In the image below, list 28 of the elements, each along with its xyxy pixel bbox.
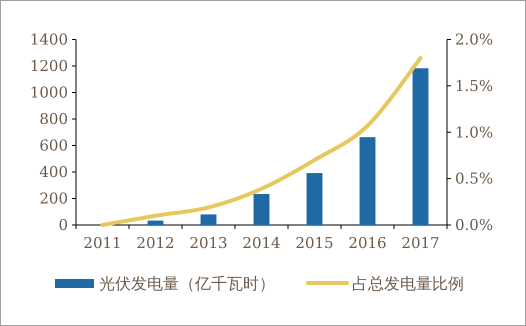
legend-label: 占总发电量比例	[352, 274, 464, 293]
bar	[254, 194, 270, 225]
bar	[306, 173, 322, 225]
x-tick-label: 2015	[295, 234, 334, 252]
bar	[412, 68, 428, 225]
y-tick-label: 600	[39, 136, 68, 154]
x-tick-label: 2017	[401, 234, 440, 252]
bar	[360, 137, 376, 225]
x-tick-label: 2013	[189, 234, 228, 252]
y-tick-label: 0	[58, 216, 68, 234]
y-tick-label: 1200	[30, 57, 68, 75]
x-tick-label: 2012	[136, 234, 175, 252]
y2-tick-label: 0.5%	[455, 170, 494, 188]
x-tick-label: 2016	[348, 234, 387, 252]
y2-tick-label: 2.0%	[455, 30, 494, 48]
y2-tick-label: 1.5%	[455, 76, 494, 95]
bar	[200, 214, 216, 225]
y-tick-label: 400	[39, 163, 68, 181]
x-tick-label: 2014	[242, 234, 281, 252]
y2-tick-label: 1.0%	[455, 123, 494, 142]
y-tick-label: 1400	[30, 30, 68, 48]
x-tick-label: 2011	[83, 234, 122, 252]
legend-label: 光伏发电量（亿千瓦时）	[99, 274, 275, 293]
y-tick-label: 200	[39, 190, 68, 208]
y-tick-label: 800	[39, 110, 68, 128]
y2-tick-label: 0.0%	[455, 216, 494, 234]
bar	[148, 220, 164, 225]
y-tick-label: 1000	[30, 84, 68, 102]
